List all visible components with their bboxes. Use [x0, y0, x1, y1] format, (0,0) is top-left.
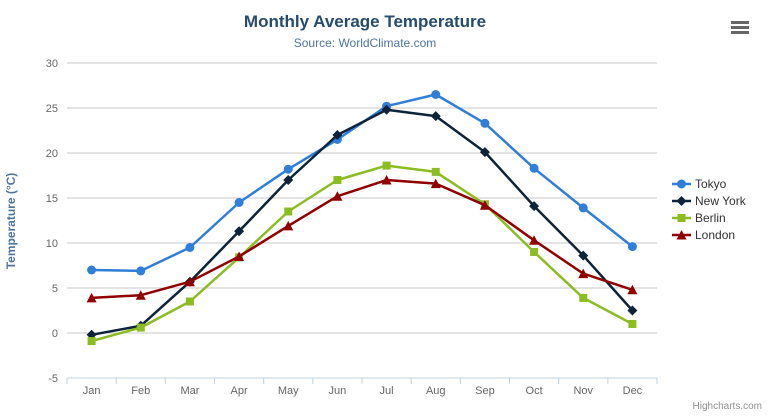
data-point-berlin[interactable] [136, 323, 145, 332]
legend-marker-diamond-icon [672, 195, 691, 206]
legend-marker-triangle-icon [672, 229, 691, 239]
legend-marker-circle-icon [672, 179, 691, 188]
data-point-london[interactable] [86, 292, 97, 303]
x-axis-label: Nov [573, 385, 593, 397]
data-point-berlin[interactable] [333, 176, 342, 184]
credits-link[interactable]: Highcharts.com [692, 401, 762, 412]
legend-item-new-york[interactable]: New York [672, 192, 746, 209]
series-line-tokyo[interactable] [90, 93, 634, 273]
legend-item-london[interactable]: London [672, 226, 746, 243]
hamburger-menu-icon[interactable] [731, 21, 751, 37]
x-axis-label: May [278, 385, 299, 397]
data-point-new-york[interactable] [578, 250, 589, 261]
x-axis-label: Jan [83, 385, 101, 397]
data-point-new-york[interactable] [627, 305, 638, 316]
data-point-berlin[interactable] [382, 161, 391, 170]
legend-item-tokyo[interactable]: Tokyo [672, 175, 746, 192]
data-point-tokyo[interactable] [283, 164, 293, 174]
data-point-new-york[interactable] [430, 111, 441, 122]
data-point-tokyo[interactable] [185, 243, 195, 252]
data-point-london[interactable] [381, 175, 392, 185]
legend: Tokyo New York Berlin London [672, 175, 746, 243]
legend-item-berlin[interactable]: Berlin [672, 209, 746, 226]
data-point-berlin[interactable] [579, 293, 588, 302]
data-point-berlin[interactable] [87, 337, 96, 346]
chart-title: Monthly Average Temperature [243, 12, 487, 31]
y-axis-label: 20 [46, 148, 58, 160]
legend-label: London [695, 227, 736, 242]
data-point-berlin[interactable] [431, 167, 440, 176]
data-point-new-york[interactable] [332, 130, 343, 140]
x-axis-label: Mar [180, 385, 199, 397]
series-line-new-york[interactable] [90, 108, 634, 337]
data-point-tokyo[interactable] [234, 198, 244, 207]
data-point-berlin[interactable] [185, 297, 194, 306]
chart-subtitle: Source: WorldClimate.com [293, 36, 437, 50]
data-point-tokyo[interactable] [627, 242, 637, 252]
series-line-london[interactable] [90, 178, 634, 300]
data-point-london[interactable] [332, 191, 343, 201]
data-point-new-york[interactable] [479, 147, 490, 158]
data-point-tokyo[interactable] [480, 118, 490, 128]
x-axis-label: Dec [623, 385, 643, 397]
x-axis-label: Apr [231, 385, 248, 397]
data-point-london[interactable] [627, 284, 638, 295]
data-point-london[interactable] [430, 178, 441, 189]
legend-label: New York [695, 193, 746, 208]
x-axis-label: Jun [329, 385, 347, 397]
data-point-london[interactable] [135, 290, 146, 300]
series-line-berlin[interactable] [90, 164, 634, 343]
data-point-tokyo[interactable] [87, 265, 97, 275]
y-axis-label: 30 [46, 58, 58, 70]
y-axis-label: 5 [52, 283, 58, 295]
data-point-tokyo[interactable] [578, 203, 588, 213]
data-point-tokyo[interactable] [431, 90, 441, 99]
y-axis-label: 10 [46, 238, 58, 250]
data-point-new-york[interactable] [283, 175, 294, 185]
x-axis-label: Jul [380, 385, 394, 397]
x-axis-label: Aug [426, 385, 446, 397]
data-point-new-york[interactable] [381, 104, 392, 115]
legend-label: Tokyo [695, 176, 727, 191]
y-axis-label: 0 [52, 328, 58, 340]
x-axis-label: Sep [475, 385, 495, 397]
data-point-new-york[interactable] [234, 226, 245, 237]
legend-marker-square-icon [672, 213, 691, 222]
x-axis-label: Feb [131, 385, 150, 397]
y-axis-label: 15 [46, 193, 58, 205]
data-point-london[interactable] [578, 268, 589, 279]
data-point-london[interactable] [283, 220, 294, 231]
data-point-tokyo[interactable] [529, 163, 539, 173]
y-axis-label: -5 [48, 373, 58, 385]
data-point-berlin[interactable] [284, 207, 293, 216]
y-axis-label: 25 [46, 103, 58, 115]
data-point-london[interactable] [529, 235, 540, 245]
data-point-london[interactable] [234, 251, 245, 262]
data-point-berlin[interactable] [628, 320, 637, 328]
data-point-new-york[interactable] [529, 201, 540, 212]
legend-label: Berlin [695, 210, 726, 225]
data-point-berlin[interactable] [530, 248, 539, 256]
data-point-tokyo[interactable] [136, 266, 146, 276]
x-axis-label: Oct [526, 385, 543, 397]
data-point-london[interactable] [184, 276, 195, 287]
data-point-london[interactable] [479, 200, 490, 210]
